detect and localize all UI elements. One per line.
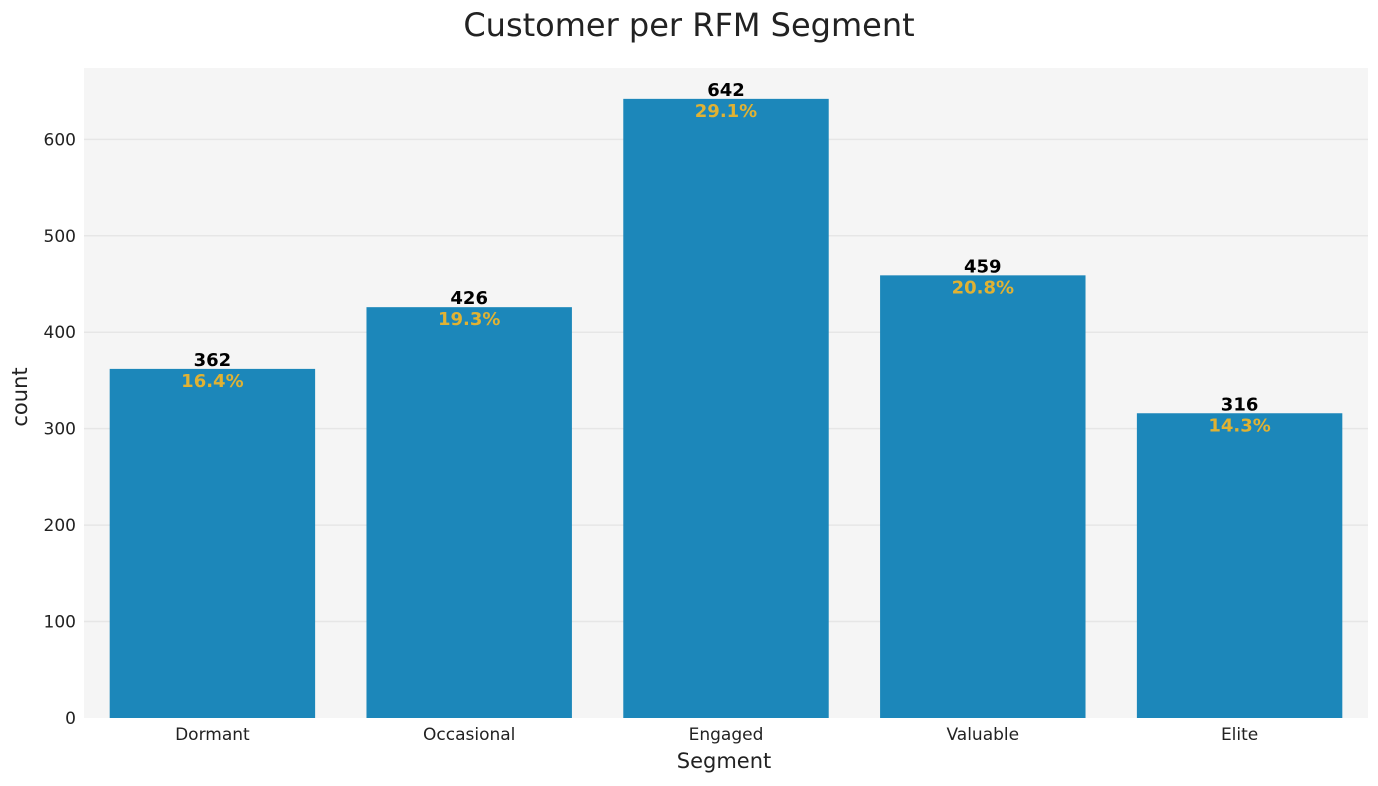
bar-percent-label: 19.3% <box>438 309 500 330</box>
x-axis-ticks: Dormant Occasional Engaged Valuable Elite <box>175 725 1258 745</box>
x-tick-label: Engaged <box>689 725 764 745</box>
y-tick-label: 300 <box>44 420 76 440</box>
x-tick-label: Dormant <box>175 725 250 745</box>
bar-percent-label: 20.8% <box>952 277 1014 298</box>
y-axis-label: count <box>8 367 32 426</box>
bar-valuable <box>880 275 1086 718</box>
bar-elite <box>1136 413 1343 718</box>
y-tick-label: 100 <box>44 613 76 633</box>
x-tick-label: Elite <box>1221 725 1258 745</box>
x-axis-label: Segment <box>677 749 772 773</box>
y-tick-label: 500 <box>44 227 76 247</box>
bar-percent-label: 29.1% <box>695 101 757 122</box>
bar-dormant <box>109 368 316 718</box>
bar-percent-label: 14.3% <box>1208 415 1270 436</box>
bar-value-label: 459 <box>964 256 1002 277</box>
bar-percent-label: 16.4% <box>181 371 243 392</box>
y-tick-label: 0 <box>65 709 76 729</box>
bar-engaged <box>623 98 829 718</box>
x-tick-label: Occasional <box>423 725 515 745</box>
x-tick-label: Valuable <box>946 725 1019 745</box>
y-tick-label: 400 <box>44 323 76 343</box>
bar-value-label: 316 <box>1221 394 1259 415</box>
y-axis-ticks: 0 100 200 300 400 500 600 <box>44 130 76 729</box>
y-tick-label: 200 <box>44 516 76 536</box>
y-tick-label: 600 <box>44 130 76 150</box>
bars <box>109 98 1343 718</box>
bar-value-label: 362 <box>194 350 232 371</box>
bar-value-label: 642 <box>707 80 745 101</box>
bar-value-label: 426 <box>450 288 488 309</box>
chart-title: Customer per RFM Segment <box>463 6 914 44</box>
bar-occasional <box>366 307 572 718</box>
